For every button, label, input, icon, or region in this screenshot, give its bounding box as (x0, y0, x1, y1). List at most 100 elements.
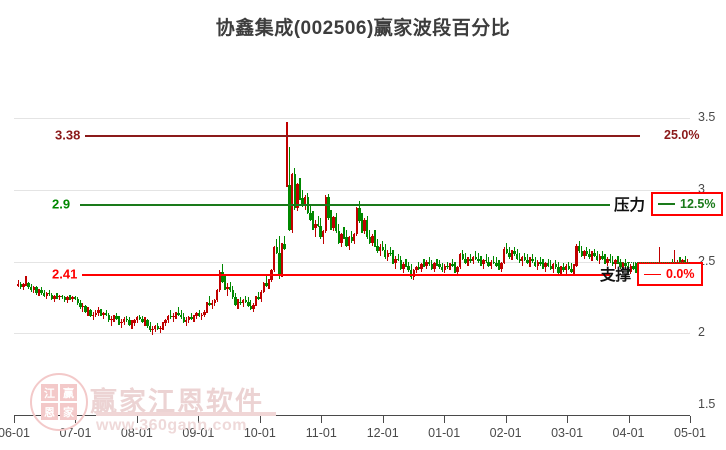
candle-body (107, 314, 110, 321)
candle-body (45, 293, 48, 296)
candle-body (399, 260, 402, 269)
candle-body (210, 303, 214, 305)
candle-wick (126, 316, 128, 322)
resistance-pct-box[interactable]: 12.5% (651, 192, 724, 217)
resistance-line (80, 204, 610, 206)
candle-body (236, 301, 240, 305)
y-axis-label: 3.5 (698, 110, 716, 124)
current-price-dotted-line (616, 261, 690, 263)
candle-wick (617, 255, 619, 265)
candle-body (536, 261, 539, 266)
resistance-price-label: 2.9 (52, 196, 71, 212)
candle-body (340, 234, 343, 243)
x-axis-label: 12-01 (366, 426, 399, 440)
candle-body (583, 251, 586, 256)
candle-body (115, 316, 118, 319)
candle-body (526, 260, 529, 263)
candle-wick (343, 227, 345, 239)
candle-body (177, 313, 180, 315)
candle-body (19, 284, 23, 288)
candle-body (156, 326, 160, 329)
candle-body (577, 245, 581, 252)
candle-body (557, 267, 560, 273)
candle-body (466, 258, 470, 263)
candle-body (247, 301, 250, 306)
candle-body (324, 196, 328, 232)
candle-body (629, 265, 633, 272)
candle-body (409, 270, 413, 278)
candle-body (125, 318, 129, 321)
candle-body (146, 320, 149, 327)
support-pct-box[interactable]: 0.0% (637, 262, 703, 287)
candle-body (567, 265, 570, 269)
watermark-logo-char: 江 (41, 384, 58, 401)
candle-wick (265, 275, 267, 288)
candle-body (182, 317, 185, 322)
support-line (82, 274, 610, 276)
x-axis-tick (690, 416, 691, 423)
candle-wick (105, 310, 107, 317)
candle-body (611, 261, 614, 265)
candle-body (510, 251, 514, 258)
candle-body (433, 262, 436, 269)
candle-body (172, 316, 175, 318)
candle-body (89, 310, 92, 317)
candle-body (474, 257, 477, 259)
candle-body (484, 260, 488, 262)
candle-body (590, 252, 594, 258)
band-price-label-top: 3.38 (55, 127, 81, 143)
gridline (14, 189, 690, 191)
watermark-logo-char: 家 (60, 403, 77, 420)
candle-body (200, 314, 203, 317)
candle-body (322, 231, 325, 238)
x-axis-label: 11-01 (305, 426, 337, 440)
candle-body (159, 327, 162, 329)
candle-body (40, 290, 43, 294)
candle-body (565, 265, 568, 271)
candle-body (335, 217, 338, 232)
candle-body (487, 261, 490, 266)
candle-wick (177, 307, 180, 317)
watermark-url: www.360gann.com (96, 417, 247, 434)
candle-body (482, 260, 485, 265)
candle-body (477, 258, 480, 262)
candle-body (76, 298, 79, 304)
candle-body (570, 268, 573, 272)
candle-body (223, 281, 227, 289)
candle-body (316, 224, 320, 226)
candle-wick (524, 252, 526, 262)
candle-wick (464, 252, 467, 265)
candle-body (428, 261, 431, 265)
candle-body (479, 261, 483, 265)
resistance-pct-label: 12.5% (680, 197, 716, 212)
candle-wick (635, 262, 637, 273)
candle-body (218, 271, 222, 291)
watermark-logo-char: 恩 (41, 403, 58, 420)
band-pct-label-top: 25.0% (664, 128, 700, 143)
candle-body (523, 257, 527, 261)
candle-body (596, 255, 599, 261)
candle-body (50, 294, 54, 299)
candle-body (94, 313, 98, 315)
candle-body (531, 258, 534, 262)
candle-body (430, 264, 434, 269)
x-axis-label: 10-01 (243, 426, 276, 440)
candle-body (683, 260, 687, 263)
candle-wick (382, 241, 384, 252)
band-line-top (85, 135, 640, 137)
candle-body (203, 311, 206, 315)
candle-body (205, 303, 209, 312)
candle-wick (314, 219, 317, 238)
candle-body (128, 320, 131, 325)
candle-body (471, 257, 475, 262)
candle-body (464, 258, 467, 263)
candle-body (614, 260, 617, 265)
candle-body (187, 317, 191, 321)
candle-wick (612, 255, 614, 266)
candle-wick (69, 294, 71, 301)
candle-body (22, 284, 25, 288)
candle-body (130, 323, 134, 325)
x-axis-baseline (14, 415, 690, 416)
candle-wick (389, 247, 392, 256)
x-axis-label: 03-01 (551, 426, 584, 440)
